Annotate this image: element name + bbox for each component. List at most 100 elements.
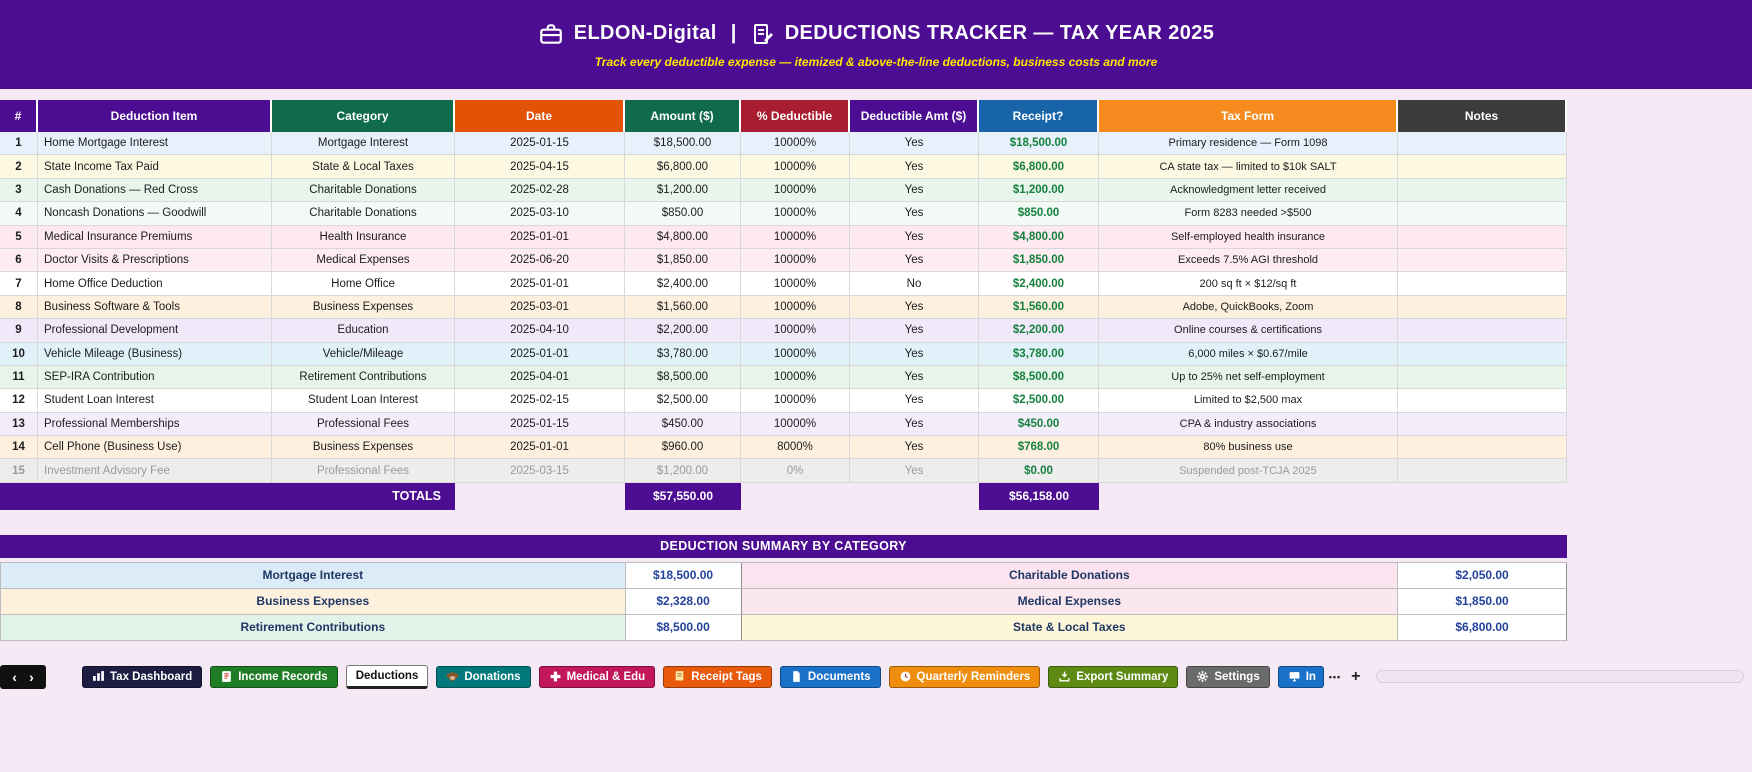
cell-notes[interactable]: [1398, 459, 1567, 483]
cell-date[interactable]: 2025-01-15: [455, 132, 625, 156]
cell-num[interactable]: 5: [0, 225, 38, 249]
totals-amount-cell[interactable]: $57,550.00: [625, 482, 741, 510]
cell-amount[interactable]: $1,200.00: [625, 459, 741, 483]
cell-notes[interactable]: [1398, 319, 1567, 343]
cell-tax-form[interactable]: Primary residence — Form 1098: [1099, 132, 1398, 156]
cell-pct[interactable]: 10000%: [741, 248, 850, 273]
cell-date[interactable]: 2025-01-01: [455, 272, 625, 296]
cell-receipt[interactable]: $3,780.00: [979, 342, 1099, 366]
summary-amount-cell[interactable]: $1,850.00: [1398, 588, 1567, 615]
cell-deductible[interactable]: Yes: [850, 248, 979, 273]
cell-notes[interactable]: [1398, 155, 1567, 179]
cell-item[interactable]: Doctor Visits & Prescriptions: [38, 248, 272, 273]
column-header-item[interactable]: Deduction Item: [38, 100, 272, 132]
cell-pct[interactable]: 8000%: [741, 436, 850, 460]
cell-date[interactable]: 2025-01-01: [455, 436, 625, 460]
cell-amount[interactable]: $8,500.00: [625, 365, 741, 390]
cell-date[interactable]: 2025-03-01: [455, 295, 625, 320]
cell-item[interactable]: Professional Memberships: [38, 412, 272, 437]
cell-item[interactable]: State Income Tax Paid: [38, 155, 272, 179]
cell-amount[interactable]: $2,500.00: [625, 389, 741, 413]
cell-deductible[interactable]: Yes: [850, 225, 979, 249]
cell-amount[interactable]: $1,850.00: [625, 248, 741, 273]
sheet-tab-deductions[interactable]: Deductions: [345, 664, 429, 689]
cell-deductible[interactable]: Yes: [850, 436, 979, 460]
cell-tax-form[interactable]: Online courses & certifications: [1099, 319, 1398, 343]
cell-tax-form[interactable]: Exceeds 7.5% AGI threshold: [1099, 248, 1398, 273]
column-header-num[interactable]: #: [0, 100, 38, 132]
cell-category[interactable]: Education: [272, 319, 455, 343]
summary-amount-cell[interactable]: $2,328.00: [625, 588, 742, 615]
cell-amount[interactable]: $450.00: [625, 412, 741, 437]
cell-item[interactable]: Investment Advisory Fee: [38, 459, 272, 483]
column-header-date[interactable]: Date: [455, 100, 625, 132]
cell-category[interactable]: Medical Expenses: [272, 248, 455, 273]
summary-category-label[interactable]: Medical Expenses: [741, 588, 1399, 615]
totals-label-cell[interactable]: TOTALS: [0, 482, 455, 510]
cell-deductible[interactable]: Yes: [850, 202, 979, 226]
summary-category-label[interactable]: Retirement Contributions: [1, 614, 626, 641]
cell-notes[interactable]: [1398, 342, 1567, 366]
cell-notes[interactable]: [1398, 389, 1567, 413]
cell-date[interactable]: 2025-04-01: [455, 365, 625, 390]
cell-amount[interactable]: $2,200.00: [625, 319, 741, 343]
cell-category[interactable]: Student Loan Interest: [272, 389, 455, 413]
cell-tax-form[interactable]: Limited to $2,500 max: [1099, 389, 1398, 413]
cell-amount[interactable]: $18,500.00: [625, 132, 741, 156]
cell-category[interactable]: Health Insurance: [272, 225, 455, 249]
cell-num[interactable]: 6: [0, 248, 38, 273]
cell-notes[interactable]: [1398, 295, 1567, 320]
sheet-tab-quarterly-reminders[interactable]: Quarterly Reminders: [888, 665, 1041, 688]
cell-receipt[interactable]: $1,200.00: [979, 178, 1099, 203]
cell-item[interactable]: Cash Donations — Red Cross: [38, 178, 272, 203]
cell-notes[interactable]: [1398, 178, 1567, 203]
cell-item[interactable]: Student Loan Interest: [38, 389, 272, 413]
cell-pct[interactable]: 10000%: [741, 225, 850, 249]
cell-pct[interactable]: 10000%: [741, 412, 850, 437]
cell-date[interactable]: 2025-02-28: [455, 178, 625, 203]
cell-item[interactable]: Medical Insurance Premiums: [38, 225, 272, 249]
cell-pct[interactable]: 10000%: [741, 365, 850, 390]
cell-pct[interactable]: 10000%: [741, 272, 850, 296]
cell-pct[interactable]: 10000%: [741, 178, 850, 203]
cell-deductible[interactable]: Yes: [850, 319, 979, 343]
horizontal-scrollbar[interactable]: [1375, 670, 1744, 684]
sheet-tab-export-summary[interactable]: Export Summary: [1048, 665, 1179, 688]
cell-num[interactable]: 1: [0, 132, 38, 156]
cell-category[interactable]: Professional Fees: [272, 412, 455, 437]
cell-category[interactable]: Home Office: [272, 272, 455, 296]
cell-pct[interactable]: 10000%: [741, 295, 850, 320]
column-header-amount[interactable]: Amount ($): [625, 100, 741, 132]
summary-category-label[interactable]: Mortgage Interest: [1, 562, 626, 589]
summary-category-label[interactable]: Business Expenses: [1, 588, 626, 615]
cell-receipt[interactable]: $2,500.00: [979, 389, 1099, 413]
cell-date[interactable]: 2025-03-15: [455, 459, 625, 483]
column-header-notes[interactable]: Notes: [1398, 100, 1567, 132]
cell-receipt[interactable]: $1,850.00: [979, 248, 1099, 273]
cell-num[interactable]: 3: [0, 178, 38, 203]
cell-num[interactable]: 2: [0, 155, 38, 179]
cell-tax-form[interactable]: CPA & industry associations: [1099, 412, 1398, 437]
cell-num[interactable]: 10: [0, 342, 38, 366]
cell-category[interactable]: Business Expenses: [272, 295, 455, 320]
cell-deductible[interactable]: Yes: [850, 412, 979, 437]
cell-item[interactable]: Vehicle Mileage (Business): [38, 342, 272, 366]
column-header-deductible[interactable]: Deductible Amt ($): [850, 100, 979, 132]
cell-amount[interactable]: $6,800.00: [625, 155, 741, 179]
cell-num[interactable]: 7: [0, 272, 38, 296]
sheet-tab-income-records[interactable]: Income Records: [210, 665, 338, 688]
cell-notes[interactable]: [1398, 225, 1567, 249]
cell-receipt[interactable]: $0.00: [979, 459, 1099, 483]
cell-item[interactable]: Home Office Deduction: [38, 272, 272, 296]
cell-tax-form[interactable]: Suspended post-TCJA 2025: [1099, 459, 1398, 483]
cell-deductible[interactable]: Yes: [850, 132, 979, 156]
cell-num[interactable]: 8: [0, 295, 38, 320]
cell-tax-form[interactable]: Acknowledgment letter received: [1099, 178, 1398, 203]
cell-num[interactable]: 15: [0, 459, 38, 483]
cell-category[interactable]: Professional Fees: [272, 459, 455, 483]
sheet-tab-documents[interactable]: Documents: [779, 665, 881, 688]
cell-receipt[interactable]: $2,400.00: [979, 272, 1099, 296]
cell-pct[interactable]: 0%: [741, 459, 850, 483]
cell-pct[interactable]: 10000%: [741, 132, 850, 156]
cell-tax-form[interactable]: 6,000 miles × $0.67/mile: [1099, 342, 1398, 366]
